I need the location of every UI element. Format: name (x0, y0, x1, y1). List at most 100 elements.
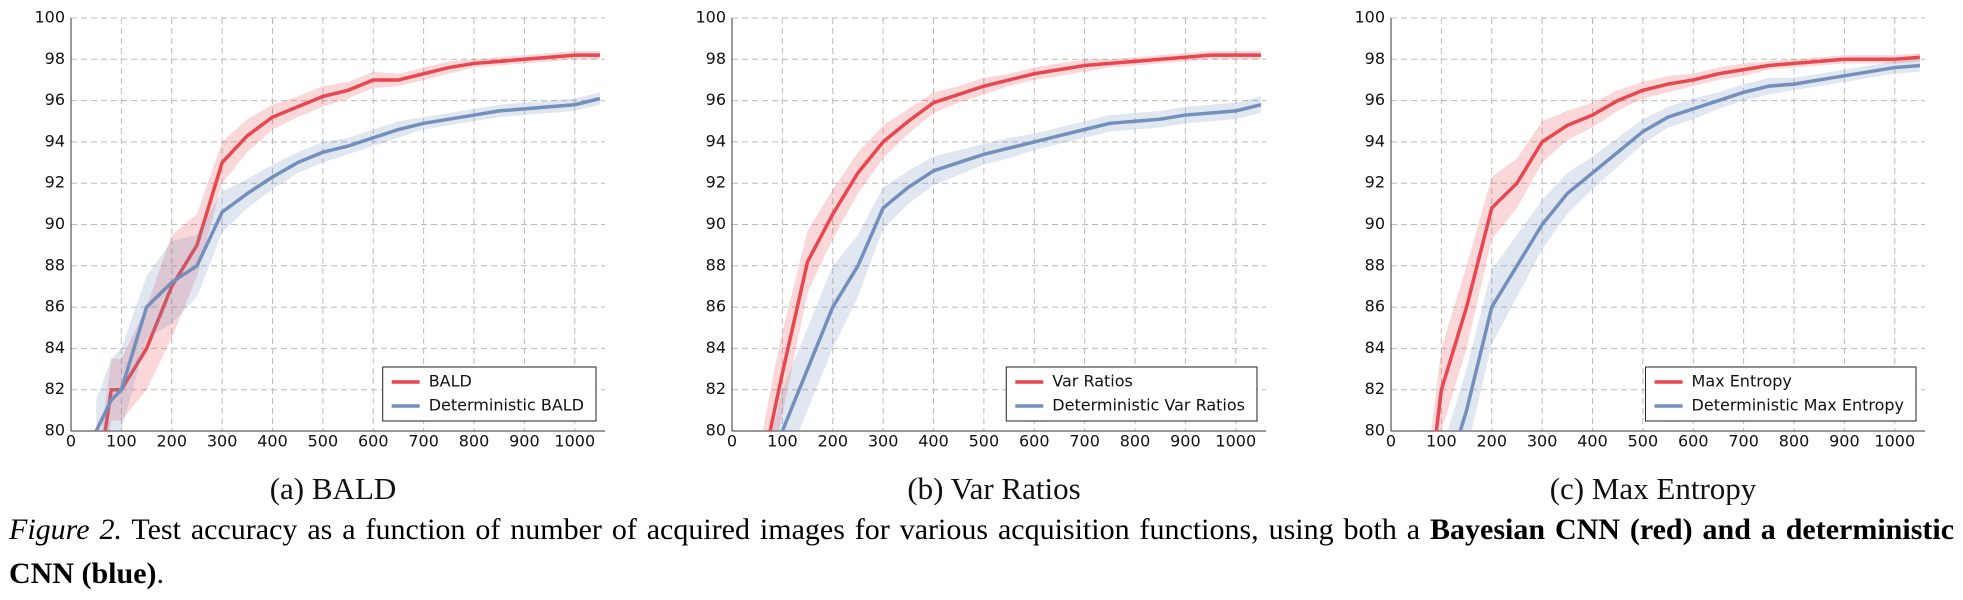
caption-bold: Bayesian CNN (red) and a deterministic C… (9, 513, 1955, 590)
x-tick-label: 600 (1678, 432, 1709, 451)
y-tick-label: 94 (706, 131, 726, 150)
legend-label: Max Entropy (1692, 372, 1792, 391)
y-tick-label: 94 (45, 131, 65, 150)
y-tick-label: 80 (45, 421, 65, 440)
y-tick-label: 82 (1365, 379, 1385, 398)
caption: Figure 2. Test accuracy as a function of… (9, 508, 1954, 596)
x-tick-label: 100 (106, 432, 137, 451)
y-tick-label: 86 (706, 297, 726, 316)
error-band (762, 51, 1261, 431)
y-tick-label: 98 (45, 49, 65, 68)
caption-label: Figure 2. (9, 513, 122, 546)
line (1434, 55, 1921, 431)
error-band (772, 96, 1261, 431)
x-tick-label: 900 (509, 432, 540, 451)
y-tick-label: 90 (706, 214, 726, 233)
x-tick-label: 500 (969, 432, 1000, 451)
x-tick-label: 100 (1426, 432, 1457, 451)
x-tick-label: 300 (868, 432, 899, 451)
caption-text: Test accuracy as a function of number of… (131, 513, 1421, 546)
x-tick-label: 0 (66, 432, 76, 451)
x-tick-label: 600 (358, 432, 389, 451)
legend-box (1645, 366, 1917, 422)
legend-label: Var Ratios (1052, 372, 1133, 391)
y-tick-label: 86 (1365, 297, 1385, 316)
x-tick-label: 100 (767, 432, 798, 451)
x-tick-label: 1000 (554, 432, 595, 451)
x-tick-label: 200 (156, 432, 187, 451)
y-tick-label: 100 (1354, 8, 1385, 27)
legend: BALD Deterministic BALD (382, 366, 597, 422)
x-tick-label: 500 (308, 432, 339, 451)
legend-label: BALD (429, 372, 472, 391)
x-tick-label: 300 (1527, 432, 1558, 451)
x-tick-label: 900 (1170, 432, 1201, 451)
legend: Max Entropy Deterministic Max Entropy (1645, 366, 1917, 422)
legend-box (382, 366, 597, 422)
y-tick-label: 80 (706, 421, 726, 440)
y-tick-label: 86 (45, 297, 65, 316)
error-band (96, 92, 600, 431)
y-tick-label: 100 (695, 8, 726, 27)
x-tick-label: 400 (257, 432, 288, 451)
plot-area (94, 51, 601, 431)
x-tick-label: 1000 (1874, 432, 1915, 451)
plot-area (762, 51, 1262, 431)
y-tick-label: 96 (1365, 90, 1385, 109)
y-tick-label: 82 (706, 379, 726, 398)
y-tick-label: 84 (706, 338, 726, 357)
caption-end: . (156, 557, 165, 590)
legend-label: Deterministic BALD (429, 396, 584, 415)
y-tick-label: 88 (45, 255, 65, 274)
y-tick-label: 84 (1365, 338, 1385, 357)
legend: Var Ratios Deterministic Var Ratios (1005, 366, 1258, 422)
line (103, 53, 600, 431)
subcaption: (c) Max Entropy (1550, 471, 1757, 505)
error-band (1447, 59, 1920, 431)
x-tick-label: 200 (817, 432, 848, 451)
y-tick-label: 88 (706, 255, 726, 274)
y-tick-label: 92 (706, 173, 726, 192)
y-tick-label: 96 (45, 90, 65, 109)
x-tick-label: 800 (1120, 432, 1151, 451)
y-tick-label: 96 (706, 90, 726, 109)
x-tick-label: 0 (727, 432, 737, 451)
x-tick-label: 600 (1019, 432, 1050, 451)
y-tick-label: 90 (45, 214, 65, 233)
y-tick-label: 92 (45, 173, 65, 192)
x-tick-label: 800 (459, 432, 490, 451)
x-tick-label: 700 (1728, 432, 1759, 451)
x-tick-label: 400 (1577, 432, 1608, 451)
x-tick-label: 1000 (1215, 432, 1256, 451)
legend-box (1005, 366, 1258, 422)
legend-label: Deterministic Var Ratios (1052, 396, 1245, 415)
y-tick-label: 92 (1365, 173, 1385, 192)
y-tick-label: 94 (1365, 131, 1385, 150)
y-tick-label: 84 (45, 338, 65, 357)
subcaption: (b) Var Ratios (907, 471, 1080, 505)
x-tick-label: 800 (1779, 432, 1810, 451)
x-tick-label: 0 (1386, 432, 1396, 451)
y-tick-label: 90 (1365, 214, 1385, 233)
y-tick-label: 82 (45, 379, 65, 398)
x-tick-label: 300 (207, 432, 238, 451)
error-band (1431, 53, 1920, 431)
line (1458, 63, 1921, 431)
y-tick-label: 80 (1365, 421, 1385, 440)
x-tick-label: 700 (408, 432, 439, 451)
x-tick-label: 200 (1476, 432, 1507, 451)
line (94, 96, 601, 431)
subcaption: (a) BALD (270, 471, 397, 505)
y-tick-label: 98 (706, 49, 726, 68)
y-tick-label: 100 (34, 8, 65, 27)
line (780, 103, 1262, 431)
x-tick-label: 900 (1829, 432, 1860, 451)
x-tick-label: 500 (1628, 432, 1659, 451)
x-tick-label: 700 (1069, 432, 1100, 451)
plot-area (1431, 53, 1921, 431)
